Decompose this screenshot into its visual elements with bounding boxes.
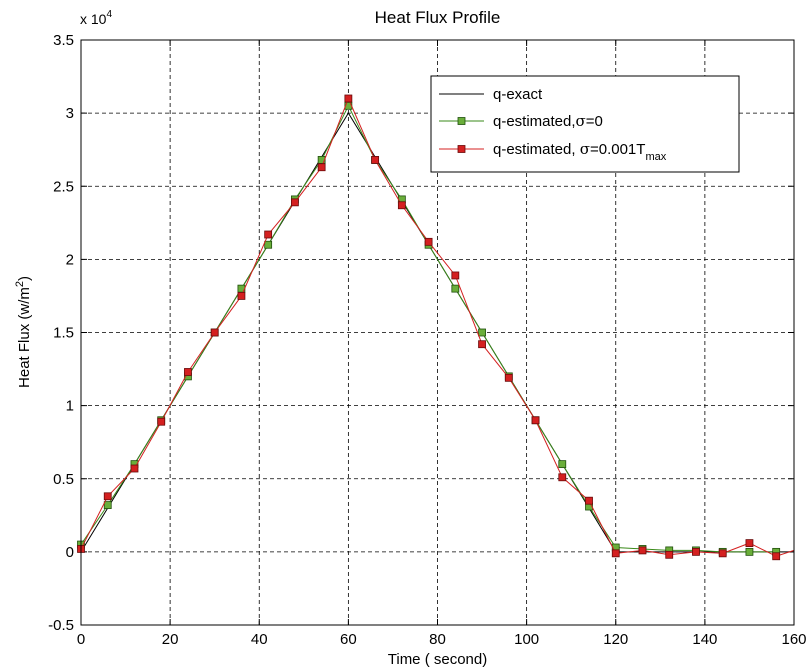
- legend-marker-est1: [457, 145, 466, 153]
- legend-marker-est0: [457, 117, 466, 125]
- data-point-est0: [103, 501, 112, 509]
- data-point-est1: [157, 417, 166, 426]
- data-point-est1: [585, 496, 593, 505]
- series-line-est1: [80, 97, 795, 557]
- data-point-est1: [665, 550, 674, 559]
- data-point-est1: [718, 549, 727, 558]
- legend-label-exact: q-exact: [493, 86, 543, 103]
- x-tick-label: 80: [429, 631, 446, 648]
- y-exponent-base: x 10: [80, 11, 107, 27]
- y-tick-label: 2.5: [53, 178, 74, 195]
- data-point-est1: [611, 549, 620, 558]
- series-est1: [77, 94, 795, 561]
- data-point-est1: [504, 373, 513, 382]
- y-tick-label: 3.5: [53, 32, 74, 49]
- chart-title: Heat Flux Profile: [375, 8, 501, 27]
- data-point-est1: [478, 340, 486, 349]
- data-point-est1: [531, 416, 540, 425]
- x-tick-label: 20: [162, 631, 179, 648]
- y-axis-label: Heat Flux (w/m2): [14, 276, 33, 388]
- data-point-est0: [264, 240, 273, 249]
- legend-est0-main: q-estimated,: [493, 113, 576, 130]
- data-point-est1: [184, 368, 192, 376]
- data-point-est1: [371, 156, 380, 164]
- x-axis-label: Time ( second): [388, 651, 487, 668]
- data-point-est1: [424, 237, 433, 246]
- y-tick-label: 3: [66, 105, 74, 122]
- y-tick-label: 1: [66, 398, 74, 415]
- data-point-est1: [130, 464, 139, 473]
- y-tick-label: 2: [66, 251, 74, 268]
- data-point-est1: [264, 230, 273, 239]
- legend-est1-sigma: σ: [580, 140, 590, 158]
- legend-est1-rest: =0.001T: [590, 141, 645, 158]
- series-layer: [77, 94, 795, 561]
- x-tick-label: 140: [692, 631, 717, 648]
- data-point-est1: [745, 539, 754, 547]
- legend-est0-sigma: σ: [576, 112, 586, 130]
- x-tick-label: 160: [781, 631, 806, 648]
- y-axis-label-main: Heat Flux (w/m: [16, 287, 33, 388]
- data-point-est1: [638, 546, 647, 555]
- y-exponent-power: 4: [106, 9, 112, 20]
- data-point-est1: [290, 198, 299, 207]
- data-point-est1: [772, 552, 781, 561]
- x-tick-label: 60: [340, 631, 357, 648]
- axes-box: [80, 39, 795, 626]
- y-tick-label: 0.5: [53, 471, 74, 488]
- data-point-est0: [451, 284, 460, 293]
- y-axis-label-sup: 2: [14, 281, 26, 287]
- x-tick-label: 100: [514, 631, 539, 648]
- data-point-est1: [558, 473, 567, 482]
- data-point-est0: [745, 547, 754, 556]
- legend-label-est0: q-estimated,σ=0: [493, 112, 603, 130]
- y-exponent: x 104: [80, 9, 112, 27]
- data-point-est1: [237, 292, 246, 300]
- data-point-est1: [344, 94, 353, 103]
- legend-est0-rest: =0: [586, 113, 603, 130]
- x-ticks: 0 20 40 60 80 100 120 140 160: [77, 40, 807, 648]
- x-tick-label: 0: [77, 631, 85, 648]
- legend-label-est1: q-estimated, σ=0.001Tmax: [493, 140, 667, 163]
- x-tick-label: 40: [251, 631, 268, 648]
- y-tick-label: 0: [66, 544, 74, 561]
- legend-est1-main: q-estimated,: [493, 141, 580, 158]
- data-point-est1: [397, 201, 406, 210]
- data-point-est0: [478, 328, 486, 337]
- data-point-est1: [210, 328, 219, 337]
- y-tick-label: 1.5: [53, 325, 74, 342]
- data-point-est1: [103, 492, 112, 501]
- x-tick-label: 120: [603, 631, 628, 648]
- y-tick-label: -0.5: [48, 617, 74, 634]
- legend-box: [430, 75, 740, 173]
- y-axis-label-close: ): [16, 276, 33, 281]
- data-point-est1: [317, 163, 326, 172]
- legend-est1-sub: max: [645, 151, 666, 163]
- data-point-est1: [451, 271, 460, 280]
- data-point-est0: [558, 460, 567, 469]
- data-point-est1: [692, 547, 700, 556]
- legend: q-exact q-estimated,σ=0 q-estimated, σ=0…: [430, 75, 740, 173]
